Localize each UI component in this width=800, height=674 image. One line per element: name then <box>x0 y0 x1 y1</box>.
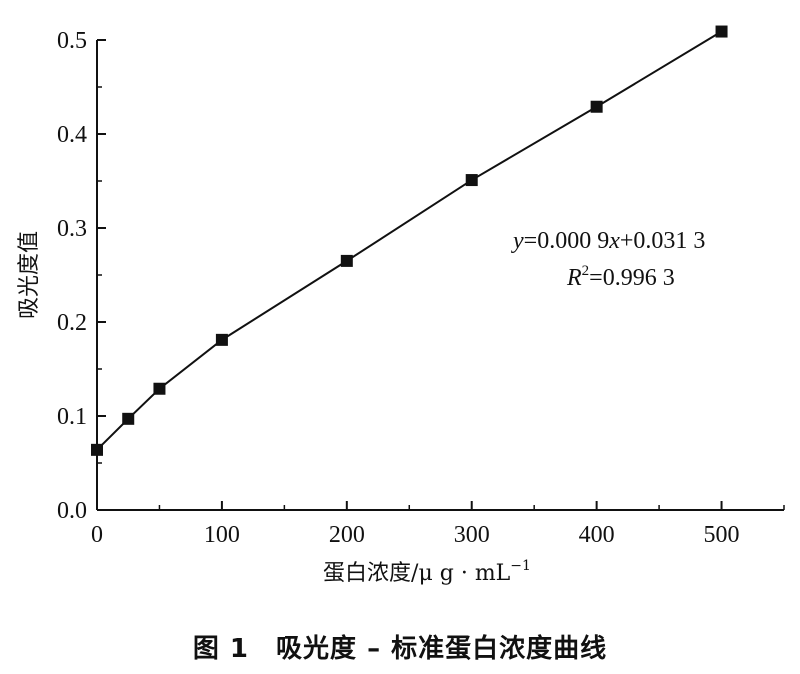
y-tick-label: 0.2 <box>57 310 87 336</box>
data-point <box>340 254 353 267</box>
x-tick-label: 500 <box>704 522 740 548</box>
x-ticks: 0 100 200 300 400 500 <box>91 501 785 548</box>
y-tick-label: 0.5 <box>57 28 87 54</box>
y-tick-label: 0.3 <box>57 216 87 242</box>
data-point <box>590 100 603 113</box>
r-squared: R2=0.996 3 <box>566 263 675 291</box>
data-point <box>153 382 166 395</box>
y-tick-label: 0.0 <box>57 498 87 524</box>
data-point <box>122 412 135 425</box>
x-tick-label: 100 <box>204 522 240 548</box>
y-axis-title: 吸光度值 <box>17 231 42 319</box>
data-markers <box>91 25 728 456</box>
x-tick-label: 200 <box>329 522 365 548</box>
data-point <box>465 174 478 187</box>
y-ticks: 0.0 0.1 0.2 0.3 0.4 0.5 <box>57 28 106 524</box>
figure-caption: 图 1 吸光度 – 标准蛋白浓度曲线 <box>192 634 608 664</box>
x-tick-label: 300 <box>454 522 490 548</box>
data-point <box>715 25 728 38</box>
x-tick-label: 400 <box>579 522 615 548</box>
chart: 0.0 0.1 0.2 0.3 0.4 0.5 0 100 200 300 400 500 y=0.… <box>17 25 785 586</box>
x-tick-label: 0 <box>91 522 103 548</box>
y-tick-label: 0.4 <box>57 122 87 148</box>
data-point <box>91 443 103 456</box>
x-axis-title: 蛋白浓度/μ g · mL−1 <box>323 558 531 586</box>
y-tick-label: 0.1 <box>57 404 87 430</box>
regression-equation: y=0.000 9x+0.031 3 <box>511 228 705 254</box>
data-point <box>215 333 228 346</box>
